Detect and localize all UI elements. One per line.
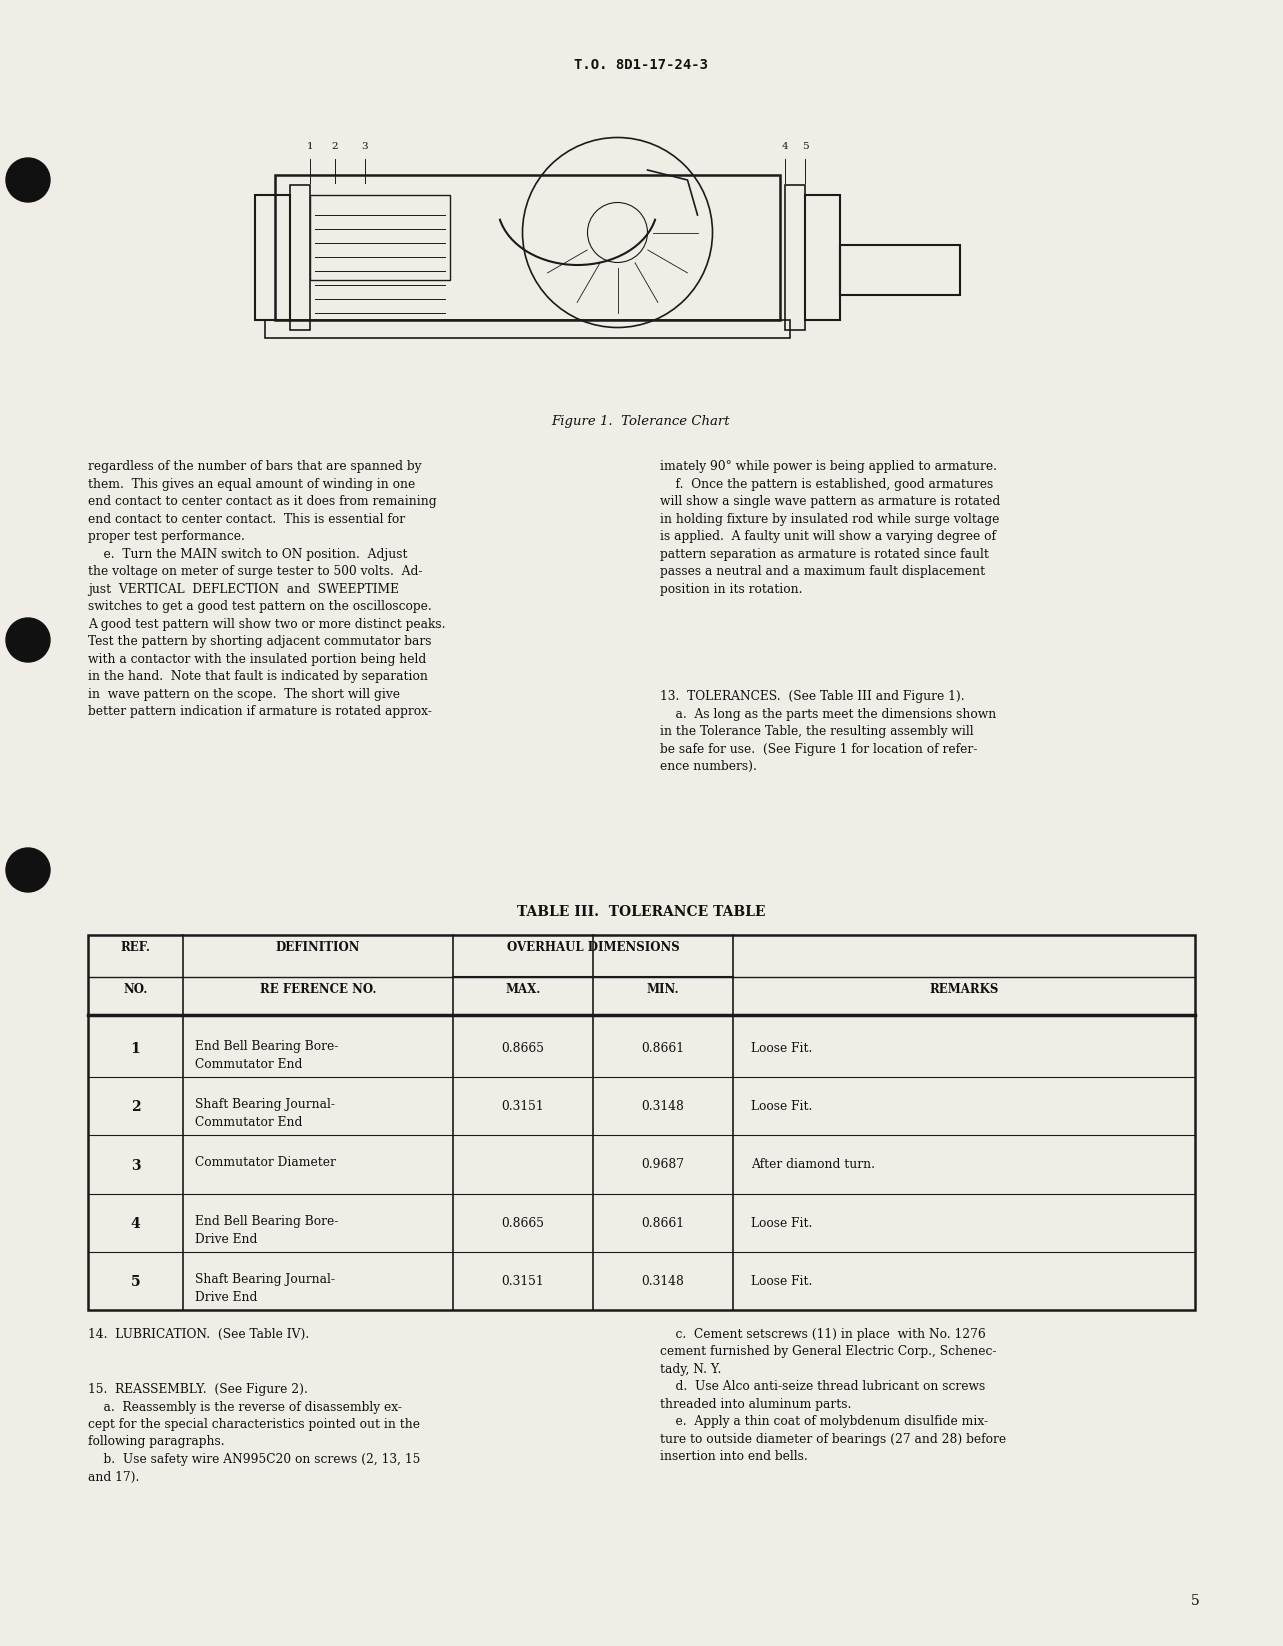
Bar — [840, 245, 960, 295]
Text: 4: 4 — [781, 142, 788, 151]
Text: 5: 5 — [1191, 1593, 1200, 1608]
Text: 0.3148: 0.3148 — [642, 1276, 684, 1287]
Text: MIN.: MIN. — [647, 983, 679, 996]
Text: 0.8665: 0.8665 — [502, 1042, 544, 1055]
Text: Loose Fit.: Loose Fit. — [751, 1100, 812, 1113]
Text: End Bell Bearing Bore-
Drive End: End Bell Bearing Bore- Drive End — [195, 1215, 339, 1246]
Text: 0.3148: 0.3148 — [642, 1100, 684, 1113]
Text: regardless of the number of bars that are spanned by
them.  This gives an equal : regardless of the number of bars that ar… — [89, 459, 445, 718]
Text: Figure 1.  Tolerance Chart: Figure 1. Tolerance Chart — [552, 415, 730, 428]
Text: imately 90° while power is being applied to armature.
    f.  Once the pattern i: imately 90° while power is being applied… — [659, 459, 1001, 596]
Text: End Bell Bearing Bore-
Commutator End: End Bell Bearing Bore- Commutator End — [195, 1040, 339, 1072]
Text: Loose Fit.: Loose Fit. — [751, 1216, 812, 1230]
Text: c.  Cement setscrews (11) in place  with No. 1276
cement furnished by General El: c. Cement setscrews (11) in place with N… — [659, 1328, 1006, 1463]
Text: Loose Fit.: Loose Fit. — [751, 1276, 812, 1287]
Bar — [275, 174, 780, 319]
Bar — [785, 184, 804, 329]
Text: TABLE III.  TOLERANCE TABLE: TABLE III. TOLERANCE TABLE — [517, 905, 765, 918]
Text: 1: 1 — [307, 142, 313, 151]
Bar — [255, 194, 290, 319]
Text: 2: 2 — [131, 1100, 140, 1114]
Text: 0.8665: 0.8665 — [502, 1216, 544, 1230]
Text: RE FERENCE NO.: RE FERENCE NO. — [259, 983, 376, 996]
Text: NO.: NO. — [123, 983, 148, 996]
Text: 0.3151: 0.3151 — [502, 1276, 544, 1287]
Text: T.O. 8D1-17-24-3: T.O. 8D1-17-24-3 — [574, 58, 708, 72]
Circle shape — [6, 617, 50, 662]
Bar — [310, 194, 450, 280]
Text: 3: 3 — [131, 1159, 140, 1172]
Bar — [266, 319, 790, 337]
Text: 15.  REASSEMBLY.  (See Figure 2).
    a.  Reassembly is the reverse of disassemb: 15. REASSEMBLY. (See Figure 2). a. Reass… — [89, 1383, 421, 1483]
Text: Shaft Bearing Journal-
Drive End: Shaft Bearing Journal- Drive End — [195, 1272, 335, 1304]
Text: Loose Fit.: Loose Fit. — [751, 1042, 812, 1055]
Bar — [804, 194, 840, 319]
Text: DEFINITION: DEFINITION — [276, 942, 361, 955]
Text: REF.: REF. — [121, 942, 150, 955]
Bar — [89, 935, 1194, 1310]
Text: 1: 1 — [131, 1042, 140, 1057]
Text: 0.3151: 0.3151 — [502, 1100, 544, 1113]
Text: Shaft Bearing Journal-
Commutator End: Shaft Bearing Journal- Commutator End — [195, 1098, 335, 1129]
Text: 5: 5 — [131, 1276, 140, 1289]
Bar — [290, 184, 310, 329]
Circle shape — [6, 848, 50, 892]
Text: 0.8661: 0.8661 — [642, 1216, 685, 1230]
Text: MAX.: MAX. — [506, 983, 540, 996]
Text: 0.9687: 0.9687 — [642, 1159, 685, 1172]
Text: Commutator Diameter: Commutator Diameter — [195, 1157, 336, 1170]
Text: 14.  LUBRICATION.  (See Table IV).: 14. LUBRICATION. (See Table IV). — [89, 1328, 309, 1341]
Text: 3: 3 — [362, 142, 368, 151]
Text: After diamond turn.: After diamond turn. — [751, 1159, 875, 1172]
Text: 13.  TOLERANCES.  (See Table III and Figure 1).
    a.  As long as the parts mee: 13. TOLERANCES. (See Table III and Figur… — [659, 690, 997, 774]
Text: 2: 2 — [332, 142, 339, 151]
Circle shape — [6, 158, 50, 202]
Text: OVERHAUL DIMENSIONS: OVERHAUL DIMENSIONS — [507, 942, 680, 955]
Text: 5: 5 — [802, 142, 808, 151]
Text: 0.8661: 0.8661 — [642, 1042, 685, 1055]
Text: 4: 4 — [131, 1216, 140, 1231]
Text: REMARKS: REMARKS — [929, 983, 998, 996]
